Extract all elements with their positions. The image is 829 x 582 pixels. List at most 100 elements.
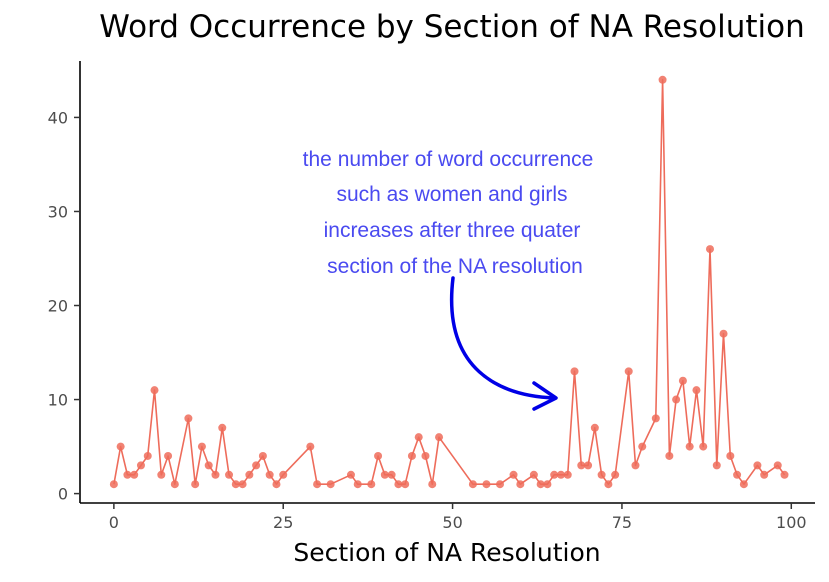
data-point (218, 423, 227, 432)
data-point (428, 480, 437, 489)
x-tick-label: 100 (776, 513, 807, 532)
x-tick-label: 50 (442, 513, 462, 532)
data-point (536, 480, 545, 489)
data-point (238, 480, 247, 489)
data-point (597, 470, 606, 479)
data-point (773, 461, 782, 470)
data-point (733, 470, 742, 479)
data-point (401, 480, 410, 489)
data-point (143, 451, 152, 460)
data-point (109, 480, 118, 489)
data-point (245, 470, 254, 479)
data-point (516, 480, 525, 489)
chart-title: Word Occurrence by Section of NA Resolut… (99, 9, 805, 45)
data-point (604, 480, 613, 489)
data-point (380, 470, 389, 479)
x-tick-label: 0 (109, 513, 119, 532)
x-axis-label: Section of NA Resolution (293, 538, 600, 567)
data-point (204, 461, 213, 470)
data-point (543, 480, 552, 489)
annotation-line-2: such as women and girls (336, 183, 567, 206)
data-point (468, 480, 477, 489)
data-point (421, 451, 430, 460)
data-point (706, 245, 714, 254)
series-line (113, 79, 786, 486)
data-point (387, 470, 396, 479)
data-point (265, 470, 274, 479)
data-point (414, 433, 423, 442)
data-point (780, 470, 789, 479)
data-point (374, 451, 383, 460)
data-point (279, 470, 288, 479)
data-point (123, 470, 132, 479)
data-point (631, 461, 640, 470)
data-point (638, 442, 647, 451)
data-point (658, 75, 667, 84)
data-point (556, 470, 565, 479)
data-point (211, 470, 220, 479)
data-point (184, 414, 193, 423)
data-point (624, 367, 633, 376)
data-point (394, 480, 403, 489)
data-point (197, 442, 206, 451)
y-tick-label: 0 (58, 485, 68, 504)
data-point (346, 470, 355, 479)
data-point (760, 470, 769, 479)
data-point (550, 470, 559, 479)
data-point (170, 480, 179, 489)
data-point (225, 470, 234, 479)
data-point (164, 451, 173, 460)
data-point (231, 480, 240, 489)
data-point (252, 461, 261, 470)
data-point (651, 414, 660, 423)
annotation-line-3: increases after three quater (324, 219, 581, 242)
x-tick-label: 25 (273, 513, 293, 532)
data-point (726, 451, 735, 460)
data-point (529, 470, 538, 479)
data-point (407, 451, 416, 460)
data-point (699, 442, 708, 451)
data-point (570, 367, 579, 376)
annotation-arrow (449, 276, 557, 400)
annotation: the number of word occurrence such as wo… (303, 148, 594, 411)
data-point (509, 470, 518, 479)
y-tick-label: 10 (48, 391, 68, 410)
data-point (678, 376, 687, 385)
data-point (712, 461, 721, 470)
data-point (685, 442, 694, 451)
axis-ticks: 0 25 50 75 100 0 10 20 30 40 (48, 108, 807, 532)
data-point (692, 386, 701, 395)
data-point (150, 386, 159, 395)
data-point (590, 423, 599, 432)
data-point (563, 470, 572, 479)
data-point (116, 442, 125, 451)
y-tick-label: 20 (48, 297, 68, 316)
series-word-occurrence (109, 75, 789, 489)
x-tick-label: 75 (612, 513, 632, 532)
data-point (367, 480, 376, 489)
data-point (191, 480, 200, 489)
data-point (584, 461, 593, 470)
data-point (482, 480, 491, 489)
data-point (313, 480, 322, 489)
data-point (577, 461, 586, 470)
y-tick-label: 40 (48, 108, 68, 127)
data-point (157, 470, 166, 479)
data-point (435, 433, 444, 442)
data-point (136, 461, 145, 470)
annotation-line-1: the number of word occurrence (303, 148, 594, 171)
data-point (665, 451, 674, 460)
data-point (258, 451, 267, 460)
data-point (272, 480, 281, 489)
data-point (719, 329, 728, 338)
data-point (306, 442, 315, 451)
y-tick-label: 30 (48, 202, 68, 221)
data-point (753, 461, 762, 470)
data-point (672, 395, 681, 404)
annotation-line-4: section of the NA resolution (327, 255, 583, 278)
data-point (496, 480, 504, 489)
plot-area: 0 25 50 75 100 0 10 20 30 40 (48, 61, 815, 532)
annotation-arrow-head (532, 381, 558, 411)
data-point (130, 470, 139, 479)
